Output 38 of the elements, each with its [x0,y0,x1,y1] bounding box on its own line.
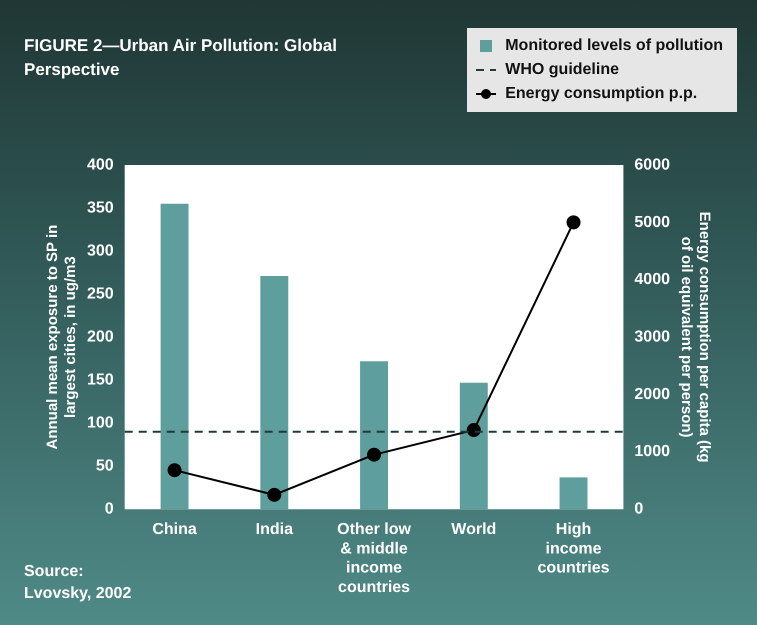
bar [260,276,288,510]
y-tick-label: 250 [86,285,114,302]
y-tick-label: 50 [96,458,114,475]
x-tick-label: China [152,521,197,538]
legend-label: Monitored levels of pollution [505,36,723,56]
point [168,463,182,478]
y-tick-label: 400 [86,156,114,174]
legend-label: WHO guideline [505,60,619,80]
y-tick-label: 150 [86,372,114,389]
y-tick-label: 0 [104,500,114,518]
point [566,215,581,230]
y2-tick-label: 3000 [634,328,670,346]
x-tick-label: Other low & middle income countries [337,521,412,596]
y2-tick-label: 0 [634,500,644,518]
y-tick-label: 300 [86,242,114,260]
y-tick-label: 200 [86,328,114,346]
y2-tick-label: 2000 [634,386,670,403]
source-note: Source: Lvovsky, 2002 [24,562,132,604]
point [466,423,481,438]
x-tick-label: India [256,521,294,538]
bar [160,204,189,510]
x-tick-label: World [451,521,496,538]
y-axis-title: Annual mean exposure to SP in largest cities, in ug/m3 [44,224,80,450]
y2-tick-label: 1000 [634,443,670,460]
y2-tick-label: 6000 [634,156,670,174]
y-tick-label: 100 [86,414,114,432]
chart-title: FIGURE 2—Urban Air Pollution: Global Perspective [24,35,338,81]
bar [360,361,388,510]
legend-label: Energy consumption p.p. [505,84,698,104]
y-tick-label: 350 [86,199,114,216]
bar [460,382,488,510]
point [367,448,382,462]
point [267,488,282,502]
x-tick-label: High income countries [538,521,610,577]
y2-tick-label: 5000 [634,214,670,231]
bar [560,477,588,510]
y2-axis-title: Energy consumption per capita (kg of oil equivalent per person) [678,212,713,463]
y2-tick-label: 4000 [634,271,670,288]
